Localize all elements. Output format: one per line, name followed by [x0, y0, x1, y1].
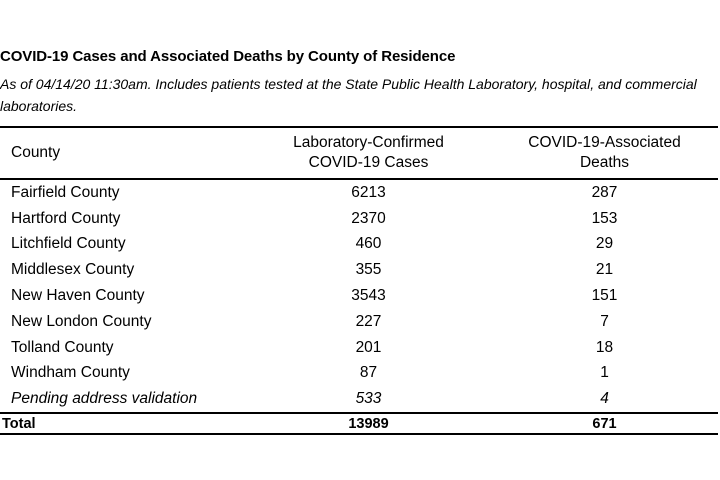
table-row: Fairfield County 6213 287 — [0, 179, 718, 206]
total-cases: 13989 — [246, 412, 491, 436]
deaths-cell: 287 — [591, 183, 618, 201]
table-row: New Haven County 3543 151 — [0, 283, 718, 309]
deaths-cell: 7 — [600, 312, 609, 330]
header-county: County — [11, 144, 61, 161]
table-row-pending: Pending address validation 533 4 — [0, 386, 718, 413]
header-cases-line2: COVID-19 Cases — [308, 154, 429, 171]
total-deaths: 671 — [491, 412, 718, 436]
deaths-cell: 21 — [595, 261, 614, 279]
deaths-cell: 18 — [595, 338, 614, 356]
county-cell: New Haven County — [11, 287, 145, 305]
county-cell: Hartford County — [11, 209, 121, 227]
deaths-cell: 153 — [591, 209, 618, 227]
deaths-cell: 1 — [600, 364, 609, 382]
county-cell: Fairfield County — [11, 183, 120, 201]
county-cell: Tolland County — [11, 338, 114, 356]
cases-cell: 6213 — [351, 183, 386, 201]
cases-cell: 227 — [355, 312, 382, 330]
document-title: COVID-19 Cases and Associated Deaths by … — [0, 48, 456, 65]
table-header-row: County Laboratory-Confirmed COVID-19 Cas… — [0, 127, 718, 179]
county-cell: Middlesex County — [11, 261, 135, 279]
table-row: Litchfield County 460 29 — [0, 232, 718, 258]
header-deaths-line1: COVID-19-Associated — [528, 134, 681, 151]
table-row: Tolland County 201 18 — [0, 335, 718, 361]
cases-cell: 355 — [355, 261, 382, 279]
table-row: Middlesex County 355 21 — [0, 257, 718, 283]
header-deaths-line2: Deaths — [579, 154, 630, 171]
county-cell: Windham County — [11, 364, 130, 382]
county-cases-table: County Laboratory-Confirmed COVID-19 Cas… — [0, 126, 718, 436]
table-row: New London County 227 7 — [0, 309, 718, 335]
table-row: Windham County 87 1 — [0, 361, 718, 387]
deaths-cell: 29 — [595, 235, 614, 253]
header-deaths: COVID-19-Associated Deaths — [491, 127, 718, 179]
cases-cell: 201 — [355, 338, 382, 356]
total-label: Total — [0, 412, 246, 436]
deaths-cell: 151 — [591, 287, 618, 305]
header-cases-line1: Laboratory-Confirmed — [293, 134, 444, 151]
table-row: Hartford County 2370 153 — [0, 206, 718, 232]
county-cell: Pending address validation — [11, 390, 198, 408]
county-cell: Litchfield County — [11, 235, 126, 253]
cases-cell: 3543 — [351, 287, 386, 305]
header-cases: Laboratory-Confirmed COVID-19 Cases — [246, 127, 491, 179]
document-subtitle: As of 04/14/20 11:30am. Includes patient… — [0, 76, 697, 114]
deaths-cell: 4 — [600, 390, 609, 408]
county-cell: New London County — [11, 312, 152, 330]
cases-cell: 87 — [359, 364, 378, 382]
cases-cell: 533 — [355, 390, 382, 408]
table-row-total: Total 13989 671 — [0, 412, 718, 436]
cases-cell: 460 — [355, 235, 382, 253]
cases-cell: 2370 — [351, 209, 386, 227]
